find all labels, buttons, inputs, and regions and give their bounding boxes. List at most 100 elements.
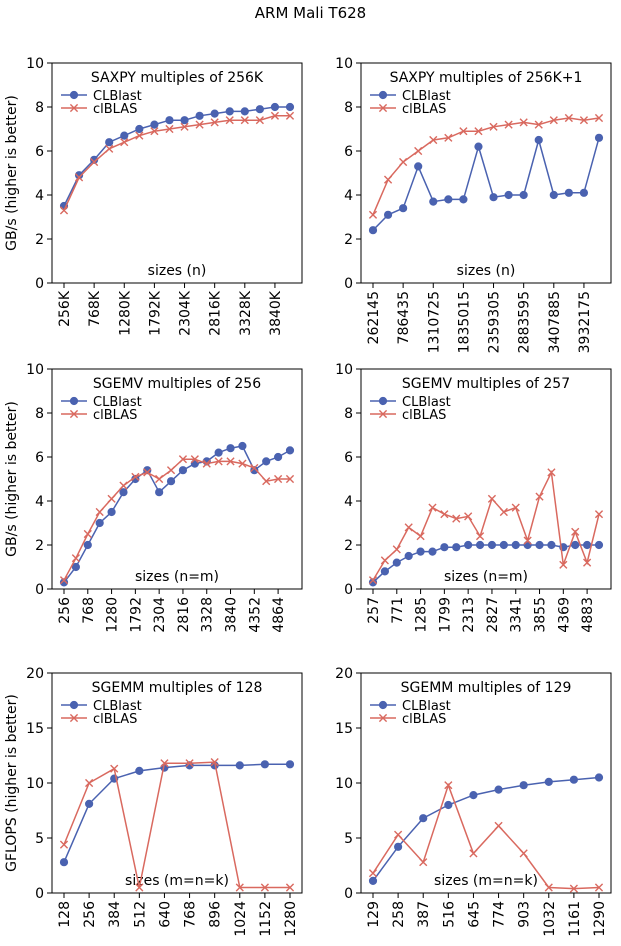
- x-tick-label: 3341: [509, 597, 525, 633]
- data-point: [202, 459, 211, 468]
- data-point: [95, 507, 104, 517]
- series-line: [372, 117, 600, 216]
- y-axis-label: GB/s (higher is better): [4, 95, 20, 251]
- x-tick-label: 3932175: [577, 291, 593, 353]
- data-point: [444, 781, 453, 790]
- data-point: [429, 197, 438, 206]
- data-point: [285, 102, 295, 112]
- x-tick-label: 1792K: [147, 290, 163, 336]
- x-tick-label: 2304: [152, 597, 168, 633]
- chart-panel: 0 5 10 15 20 129 258 387 516 645 774 903 1032 1161 129…: [335, 666, 612, 937]
- data-point: [416, 532, 425, 541]
- data-point: [178, 466, 188, 475]
- data-point: [119, 488, 128, 497]
- data-point: [368, 876, 378, 886]
- legend-label: CLBlast: [93, 395, 142, 410]
- x-tick-label: 903: [517, 901, 533, 928]
- data-point: [504, 190, 513, 200]
- x-tick-label: 645: [466, 901, 482, 928]
- y-axis-label: GFLOPS (higher is better): [4, 694, 20, 872]
- data-point: [487, 540, 497, 550]
- data-point: [474, 127, 483, 136]
- data-point: [469, 791, 478, 800]
- x-tick-label: 258: [391, 901, 407, 928]
- data-point: [235, 883, 244, 892]
- y-tick-label: 0: [35, 886, 44, 902]
- data-point: [69, 396, 79, 406]
- data-point: [110, 764, 119, 773]
- y-tick-label: 20: [335, 666, 353, 682]
- data-point: [260, 760, 269, 769]
- data-point: [368, 226, 378, 235]
- series-clblas: [59, 111, 295, 215]
- data-point: [155, 488, 164, 497]
- data-point: [240, 107, 249, 116]
- data-point: [210, 118, 219, 127]
- data-point: [274, 452, 283, 462]
- data-point: [519, 118, 528, 127]
- data-point: [69, 700, 79, 710]
- data-point: [255, 105, 264, 114]
- data-point: [135, 131, 144, 140]
- data-point: [594, 883, 604, 892]
- data-point: [195, 120, 204, 129]
- y-tick-label: 5: [35, 831, 44, 847]
- series-line: [372, 137, 600, 231]
- data-point: [95, 518, 104, 528]
- data-point: [499, 540, 508, 550]
- x-tick-label: 3328K: [238, 290, 254, 336]
- data-point: [143, 466, 152, 475]
- data-point: [378, 409, 388, 419]
- data-point: [594, 113, 604, 123]
- legend-label: CLBlast: [402, 699, 451, 714]
- data-point: [583, 540, 592, 550]
- data-point: [285, 474, 295, 484]
- data-point: [511, 540, 520, 550]
- data-point: [69, 103, 79, 113]
- data-point: [564, 188, 573, 197]
- x-tick-label: 256K: [57, 290, 73, 327]
- data-point: [238, 459, 247, 468]
- chart-title: SGEMV multiples of 256: [93, 376, 261, 392]
- data-point: [160, 759, 169, 768]
- x-tick-label: 1290: [592, 901, 608, 937]
- data-point: [428, 547, 437, 556]
- data-point: [180, 116, 189, 125]
- data-point: [380, 556, 389, 565]
- x-tick-label: 2816: [176, 597, 192, 633]
- series-line: [63, 763, 290, 863]
- y-tick-label: 0: [344, 886, 353, 902]
- series-line: [63, 761, 290, 889]
- data-point: [535, 492, 544, 501]
- legend-label: clBLAS: [93, 712, 137, 727]
- x-tick-label: 2883595: [517, 291, 533, 353]
- data-point: [250, 466, 259, 475]
- data-point: [569, 884, 578, 893]
- data-point: [190, 455, 199, 464]
- data-point: [155, 474, 164, 484]
- data-point: [594, 773, 604, 782]
- data-point: [120, 138, 129, 147]
- data-point: [594, 510, 604, 519]
- data-point: [195, 111, 204, 120]
- data-point: [594, 133, 604, 142]
- data-point: [225, 107, 234, 116]
- y-tick-label: 10: [335, 362, 353, 378]
- x-tick-label: 1280K: [117, 290, 133, 336]
- data-point: [120, 131, 129, 140]
- data-point: [394, 842, 403, 851]
- data-point: [464, 540, 473, 550]
- data-point: [368, 210, 378, 219]
- x-axis-label: sizes (n=m): [444, 569, 528, 585]
- data-point: [210, 109, 219, 118]
- data-point: [270, 111, 280, 120]
- x-tick-label: 129: [366, 901, 382, 928]
- data-point: [459, 127, 468, 136]
- x-tick-label: 896: [208, 901, 224, 928]
- x-tick-label: 1799: [437, 597, 453, 633]
- x-tick-label: 1280: [283, 901, 299, 937]
- data-point: [165, 124, 174, 134]
